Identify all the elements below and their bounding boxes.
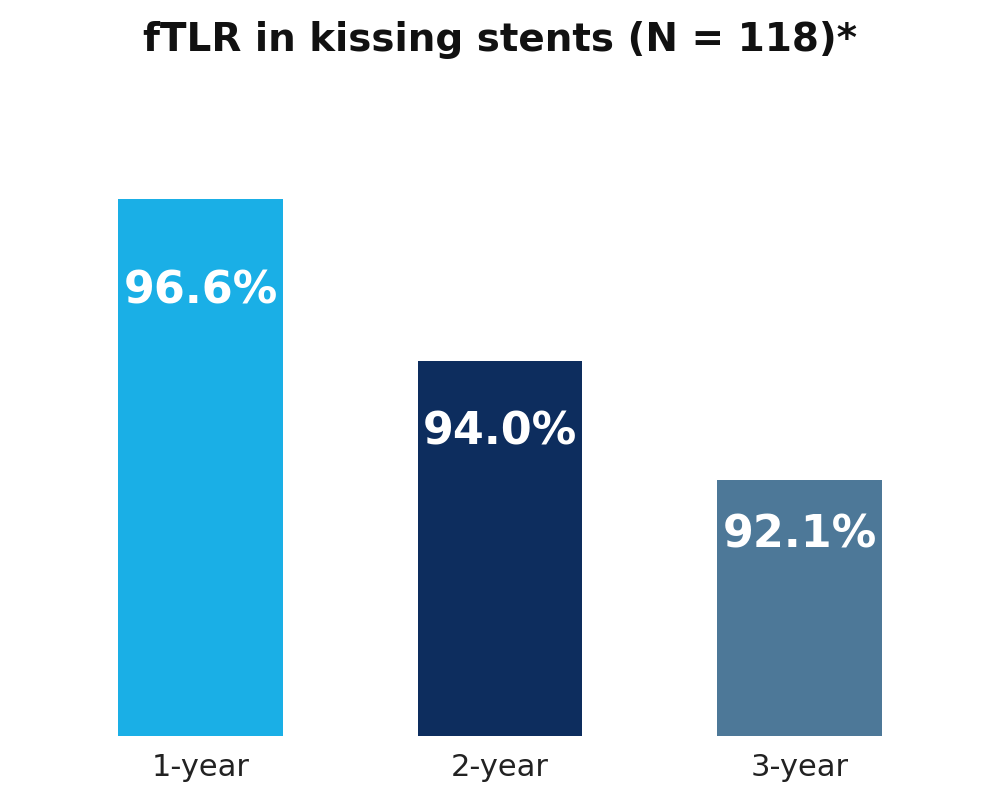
Text: 96.6%: 96.6% bbox=[123, 269, 278, 312]
Text: 92.1%: 92.1% bbox=[722, 513, 877, 557]
Bar bbox=[717, 480, 882, 802]
Bar bbox=[418, 362, 582, 802]
Title: fTLR in kissing stents (N = 118)*: fTLR in kissing stents (N = 118)* bbox=[143, 21, 857, 59]
Text: 94.0%: 94.0% bbox=[423, 411, 577, 453]
Bar bbox=[118, 200, 283, 802]
